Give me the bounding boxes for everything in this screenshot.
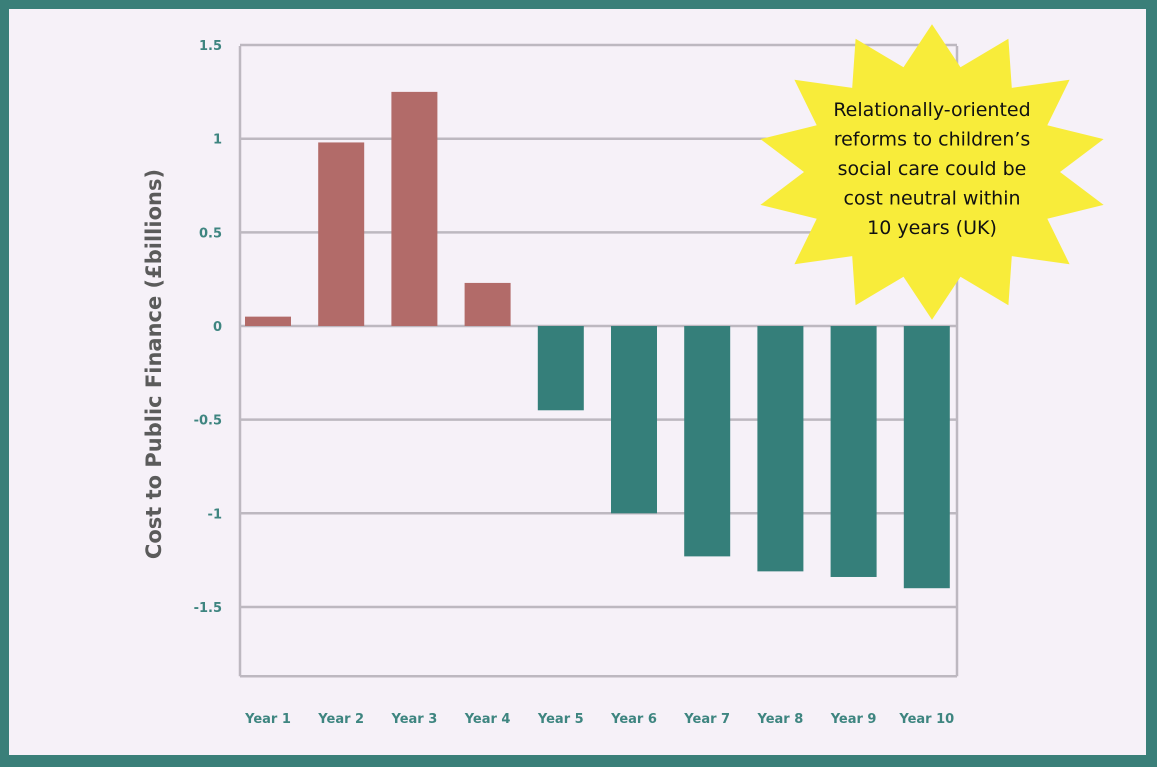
chart-panel: 1.5 1 0.5 0 -0.5 -1 -1.5 Year 1 Year 2 Year 3 Yea… [9,9,1146,755]
bar-year-9 [830,326,877,577]
callout-starburst: Relationally-oriented reforms to children… [760,24,1104,320]
x-tick-label: Year 6 [610,712,657,727]
callout-text-line: Relationally-oriented [833,99,1030,121]
x-tick-label: Year 8 [757,712,804,727]
y-tick-label: -1.5 [194,601,222,616]
starburst-shape [760,24,1104,320]
y-tick-label: 1.5 [199,39,222,54]
x-tick-label: Year 7 [683,712,730,727]
bar-year-6 [611,326,657,514]
x-tick-label: Year 3 [391,712,438,727]
y-tick-label: 0 [213,320,222,335]
bar-year-2 [318,142,365,326]
y-tick-label: -0.5 [194,414,222,429]
bar-year-4 [464,282,511,326]
bar-year-3 [391,91,438,326]
x-tick-label: Year 10 [898,712,954,727]
callout-text-line: cost neutral within [843,188,1020,210]
y-tick-label: 0.5 [199,226,222,241]
bar-year-5 [537,326,584,411]
callout-text-line: 10 years (UK) [867,217,997,239]
x-tick-label: Year 4 [464,712,511,727]
bar-year-7 [684,326,731,557]
callout-text-line: reforms to children’s [834,129,1031,151]
bar-chart: 1.5 1 0.5 0 -0.5 -1 -1.5 Year 1 Year 2 Year 3 Yea… [142,24,1104,727]
x-tick-label: Year 5 [537,712,584,727]
x-tick-label: Year 2 [317,712,364,727]
bar-year-8 [757,326,804,572]
y-tick-label: 1 [213,133,222,148]
bar-year-1 [245,316,291,326]
bar-year-10 [903,326,950,589]
callout-text-line: social care could be [838,158,1027,180]
x-tick-label: Year 9 [830,712,877,727]
y-axis-label: Cost to Public Finance (£billions) [142,169,166,559]
y-tick-label: -1 [208,507,222,522]
x-tick-label: Year 1 [244,712,291,727]
